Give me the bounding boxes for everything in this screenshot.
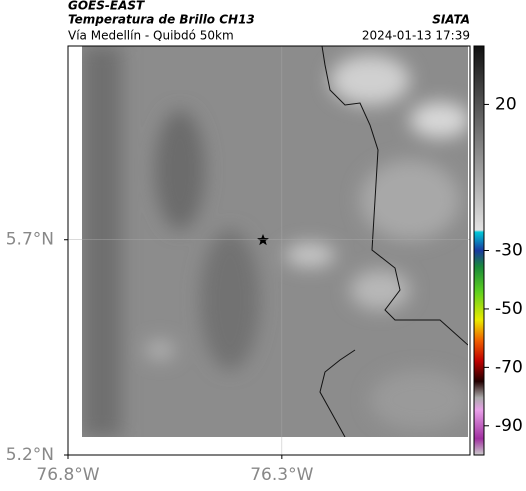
colorbar-tick-label: -30 [495,241,523,261]
colorbar-tick-label: -50 [495,299,523,319]
source: SIATA [432,13,470,27]
y-tick-label: 5.7°N [6,230,54,250]
colorbar-tick-label: 20 [495,94,517,114]
x-tick-label: 76.8°W [36,465,99,485]
title: Temperatura de Brillo CH13 [68,13,255,27]
subtitle: Vía Medellín - Quibdó 50km [68,29,234,43]
colorbar [473,45,485,456]
colorbar-tick-label: -90 [495,416,523,436]
map-frame [67,45,471,456]
satellite-image [82,46,468,437]
satellite: GOES-EAST [68,0,145,13]
y-tick-label: 5.2°N [6,445,54,465]
x-tick-label: 76.3°W [250,465,313,485]
colorbar-tick-label: -70 [495,357,523,377]
timestamp: 2024-01-13 17:39 [362,29,470,43]
